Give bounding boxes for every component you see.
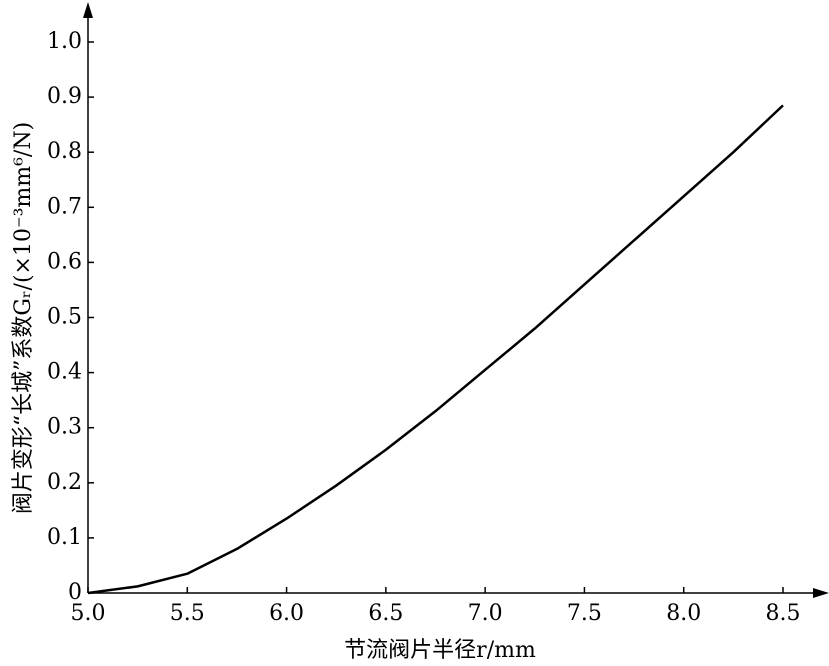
x-tick-label: 8.0 <box>666 601 701 626</box>
y-tick-label: 0 <box>68 580 82 605</box>
x-arrow <box>813 588 829 598</box>
line <box>87 104 784 595</box>
x-tick-label: 5.0 <box>71 601 106 626</box>
y-tick-label: 1.0 <box>47 29 82 54</box>
y-tick-label: 0.3 <box>47 415 82 440</box>
x-tick-label: 7.5 <box>567 601 602 626</box>
y-tick-label: 0.6 <box>47 249 82 274</box>
y-arrow <box>83 2 93 18</box>
y-tick-label: 0.9 <box>47 84 82 109</box>
x-tick-label: 6.0 <box>269 601 304 626</box>
y-tick-label: 0.8 <box>47 139 82 164</box>
y-tick-label: 0.4 <box>47 360 82 385</box>
y-tick-label: 0.7 <box>47 194 82 219</box>
x-tick-label: 8.5 <box>766 601 801 626</box>
x-tick-label: 5.5 <box>170 601 205 626</box>
y-tick-label: 0.1 <box>47 525 82 550</box>
y-tick-label: 0.2 <box>47 470 82 495</box>
x-axis-label: 节流阀片半径r/mm <box>344 638 536 663</box>
y-tick-label: 0.5 <box>47 305 82 330</box>
y-axis-label: 阀片变形“长城”系数Gᵣ/(×10⁻³mm⁶/N) <box>11 122 36 514</box>
x-tick-label: 6.5 <box>368 601 403 626</box>
x-tick-label: 7.0 <box>468 601 503 626</box>
